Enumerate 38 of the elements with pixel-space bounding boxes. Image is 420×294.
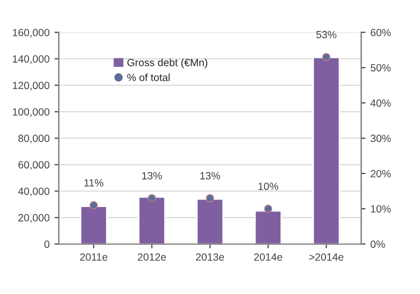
bar (138, 196, 166, 244)
point (90, 201, 98, 210)
legend-label: % of total (127, 74, 170, 82)
data-label: 11% (84, 179, 104, 186)
bar (312, 56, 340, 244)
y2-tick-label: 30% (370, 134, 391, 142)
legend-label: Gross debt (€Mn) (127, 58, 208, 68)
y2-tick-label: 0% (370, 240, 385, 248)
data-label: 13% (142, 172, 162, 180)
y-tick-label: 40,000 (18, 188, 50, 196)
point (264, 204, 272, 213)
x-tick-label: 2014e (254, 253, 282, 261)
y2-tick-label: 10% (371, 205, 391, 213)
data-label: 10% (258, 182, 278, 190)
y2-tick-label: 50% (370, 64, 391, 72)
x-tick-label: >2014e (309, 253, 344, 261)
y-tick-label: 0 (44, 240, 50, 248)
point (322, 52, 330, 62)
bar (80, 206, 108, 244)
y-tick-label: 20,000 (18, 214, 50, 223)
y-tick-label: 160,000 (12, 28, 50, 38)
y-tick-label: 80,000 (18, 134, 50, 144)
y-tick-label: 60,000 (18, 161, 50, 170)
y2-tick-label: 40% (370, 99, 391, 107)
point (206, 194, 214, 202)
y-tick-label: 140,000 (12, 55, 50, 64)
x-tick-label: 2013e (196, 253, 224, 261)
y-tick-label: 100,000 (12, 108, 50, 117)
data-label: 53% (316, 30, 336, 38)
bar (254, 210, 282, 244)
point (148, 194, 156, 202)
x-tick-label: 2011e (80, 253, 108, 261)
data-label: 13% (200, 172, 220, 180)
x-tick-label: 2012e (138, 253, 166, 261)
y2-tick-label: 60% (370, 28, 391, 36)
y-tick-label: 120,000 (12, 82, 50, 90)
y2-tick-label: 20% (370, 170, 391, 178)
bar (196, 198, 224, 244)
